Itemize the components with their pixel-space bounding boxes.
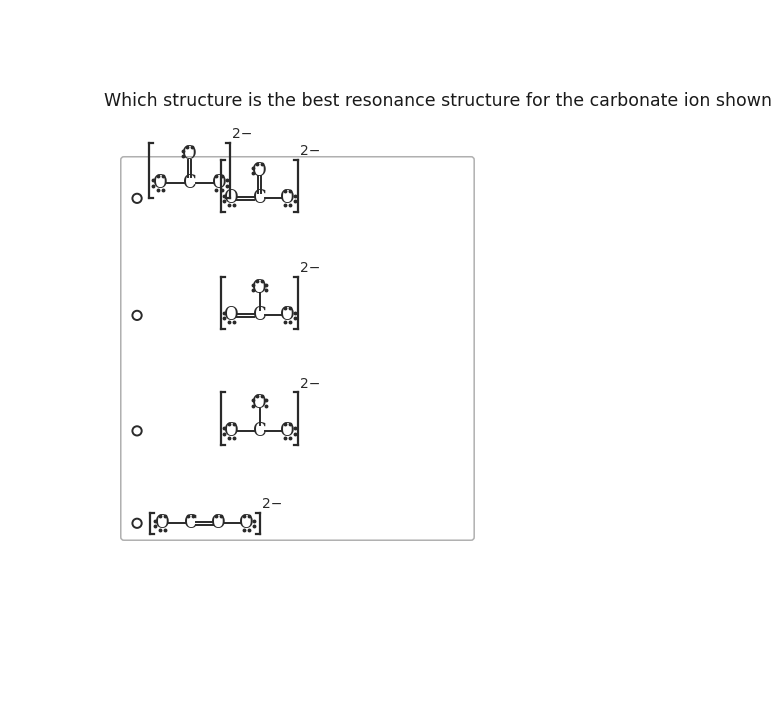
Text: O: O [280, 306, 295, 324]
Text: C: C [252, 306, 266, 324]
Text: O: O [224, 189, 239, 208]
Text: 2−: 2− [300, 377, 320, 391]
FancyBboxPatch shape [121, 157, 474, 540]
Text: 2−: 2− [231, 127, 252, 141]
Text: C: C [252, 189, 266, 208]
Text: C: C [183, 514, 197, 532]
Text: O: O [153, 174, 168, 192]
Text: O: O [239, 514, 254, 532]
Text: C: C [183, 174, 197, 192]
Text: C: C [252, 422, 266, 440]
Text: O: O [212, 174, 227, 192]
Text: O: O [224, 306, 239, 324]
Text: O: O [156, 514, 170, 532]
Text: 2−: 2− [300, 261, 320, 276]
Text: Which structure is the best resonance structure for the carbonate ion shown here: Which structure is the best resonance st… [104, 92, 774, 110]
Text: O: O [252, 279, 267, 296]
Text: 2−: 2− [262, 497, 283, 511]
Text: 2−: 2− [300, 145, 320, 158]
Text: O: O [280, 189, 295, 208]
Text: O: O [252, 162, 267, 180]
Text: O: O [252, 395, 267, 412]
Text: O: O [280, 422, 295, 440]
Text: O: O [211, 514, 226, 532]
Text: O: O [183, 145, 197, 163]
Text: O: O [224, 422, 239, 440]
